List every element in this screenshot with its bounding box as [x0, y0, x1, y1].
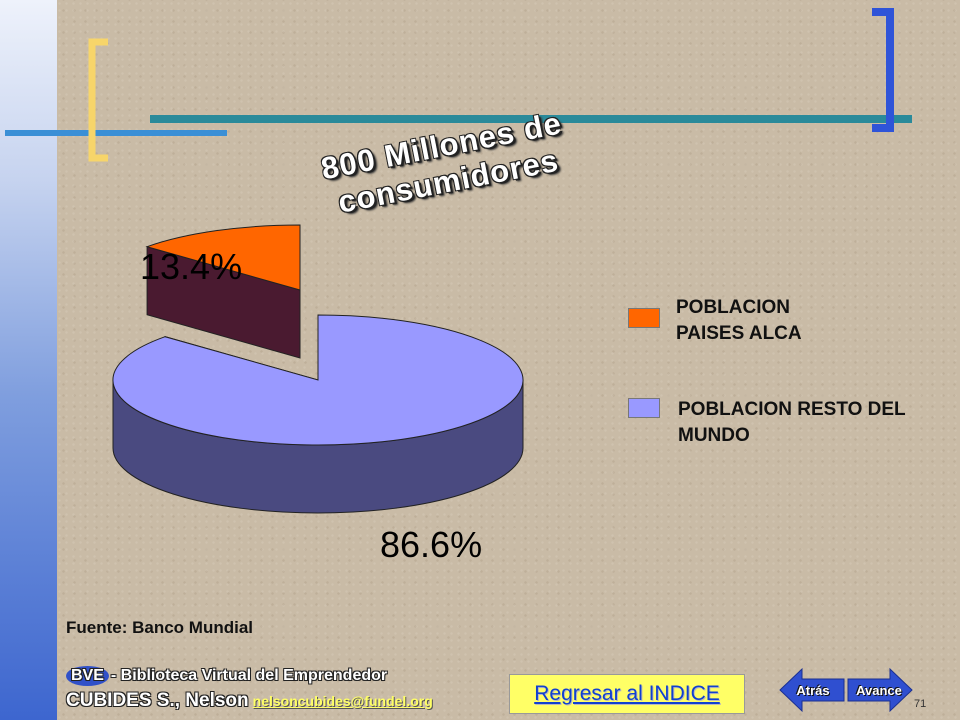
- legend-label-resto: POBLACION RESTO DEL MUNDO: [678, 399, 906, 446]
- slice-resto-top: [112, 314, 524, 446]
- legend-label-alca: POBLACION PAISES ALCA: [676, 297, 802, 344]
- slice-alca-top: [145, 224, 301, 291]
- pie-chart: [112, 224, 524, 514]
- email-link[interactable]: nelsoncubides@fundel.org: [252, 693, 433, 709]
- next-button[interactable]: Avance: [844, 667, 914, 713]
- page-number: 71: [914, 698, 927, 710]
- next-button-label: Avance: [856, 683, 902, 698]
- footer-line-1-text: - Biblioteca Virtual del Emprendedor: [110, 667, 388, 684]
- author-name: CUBIDES S., Nelson: [66, 690, 249, 711]
- source-note: Fuente: Banco Mundial: [66, 618, 253, 637]
- deco-bar-teal-long: [150, 115, 912, 123]
- bve-badge: BVE: [66, 666, 109, 686]
- deco-bracket-yellow: [88, 38, 108, 162]
- left-gradient-bar: [0, 0, 57, 720]
- back-button-label: Atrás: [796, 683, 830, 698]
- legend-swatch-alca: [628, 308, 660, 328]
- label-resto-percent: 86.6%: [380, 524, 483, 565]
- deco-bar-blue-short: [5, 130, 227, 136]
- back-button[interactable]: Atrás: [778, 667, 848, 713]
- footer-line-1: BVE - Biblioteca Virtual del Emprendedor: [66, 666, 387, 686]
- arrow-left-icon: [779, 667, 845, 713]
- arrow-right-icon: [847, 667, 913, 713]
- footer-line-2: CUBIDES S., Nelson nelsoncubides@fundel.o…: [66, 690, 433, 712]
- deco-bracket-blue: [872, 8, 894, 132]
- back-to-index-button[interactable]: Regresar al INDICE: [509, 674, 745, 714]
- legend-swatch-resto: [628, 398, 660, 418]
- label-alca-percent: 13.4%: [140, 246, 243, 287]
